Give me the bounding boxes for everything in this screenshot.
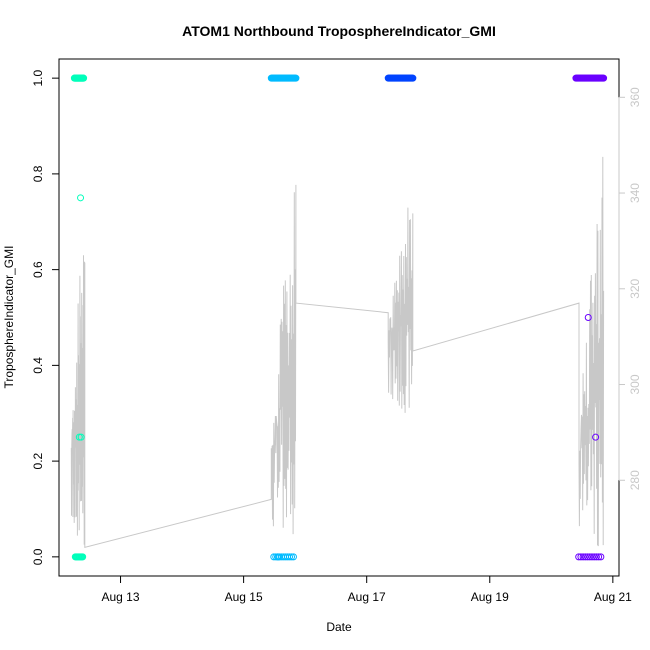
data-point [586,553,594,561]
data-point [588,553,596,561]
y2-tick-label: 300 [628,374,642,394]
data-point [75,433,83,441]
y2-axis: 280 300 320 340 360 [618,87,642,490]
data-point [584,314,592,321]
y-tick-label: 0.4 [31,357,45,374]
data-point [286,553,294,561]
y2-tick-label: 360 [628,87,642,107]
x-tick-label: Aug 17 [348,590,386,604]
plot-frame [58,58,620,577]
data-point [77,194,85,202]
data-point [597,553,605,561]
y-tick-label: 0.2 [31,452,45,469]
data-point [575,553,583,561]
y-axis-label: TroposphereIndicator_GMI [2,246,16,389]
data-point [409,74,417,82]
point-series [70,74,608,561]
data-point [80,74,88,82]
data-point [79,553,87,561]
x-axis: Aug 13 Aug 15 Aug 17 Aug 19 Aug 21 [102,575,632,604]
x-tick-label: Aug 19 [471,590,509,604]
data-point [275,553,283,561]
data-point [581,553,589,561]
data-point [287,553,295,561]
data-point [592,433,600,441]
data-point [77,433,85,441]
x-axis-label: Date [326,620,352,634]
y-tick-label: 1.0 [31,69,45,86]
y2-tick-label: 320 [628,278,642,298]
data-point [584,553,592,561]
data-point [577,553,585,561]
x-tick-label: Aug 21 [594,590,632,604]
x-tick-label: Aug 13 [102,590,140,604]
chart-title: ATOM1 Northbound TroposphereIndicator_GM… [182,23,496,39]
line-series [70,156,605,548]
data-point [590,553,598,561]
y2-tick-label: 280 [628,470,642,490]
data-point [595,553,603,561]
data-point [600,74,608,82]
data-point [292,74,300,82]
y-tick-label: 0.8 [31,165,45,182]
x-tick-label: Aug 15 [225,590,263,604]
series-line [70,156,605,548]
y2-tick-label: 340 [628,183,642,203]
data-point [579,553,587,561]
y-tick-label: 0.6 [31,261,45,278]
y-tick-label: 0.0 [31,548,45,565]
data-point [592,553,600,561]
data-point [289,553,297,561]
y-axis: 0.0 0.2 0.4 0.6 0.8 1.0 [31,69,60,565]
